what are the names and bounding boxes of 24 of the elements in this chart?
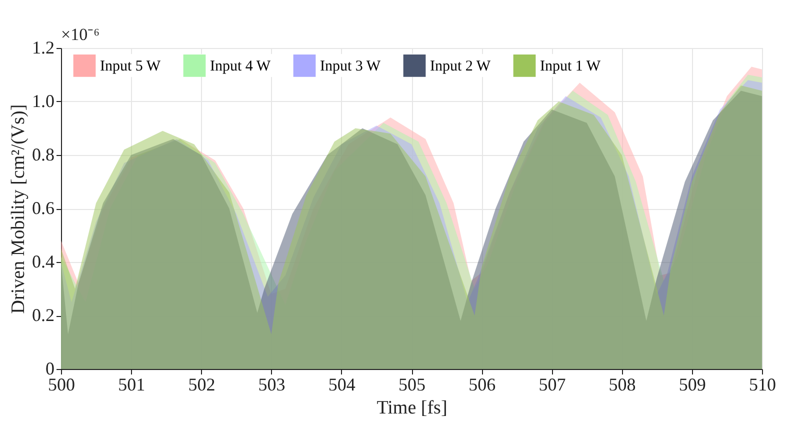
legend-label: Input 5 W (100, 58, 162, 75)
x-tick-label: 501 (118, 374, 146, 394)
x-tick-label: 508 (608, 374, 636, 394)
legend-label: Input 1 W (540, 58, 602, 75)
y-tick-label: 1.2 (32, 38, 54, 58)
legend-label: Input 2 W (430, 58, 492, 75)
legend-label: Input 4 W (210, 58, 272, 75)
y-axis-title: Driven Mobility [cm²/(Vs)] (8, 104, 29, 314)
x-tick-label: 510 (749, 374, 776, 394)
x-tick-label: 506 (468, 374, 496, 394)
y-tick-label: 0.6 (32, 198, 54, 218)
y-tick-label: 1.0 (32, 91, 54, 111)
y-tick-label: 0.8 (32, 144, 54, 164)
x-tick-label: 504 (328, 374, 356, 394)
x-tick-label: 503 (258, 374, 286, 394)
x-tick-label: 505 (398, 374, 426, 394)
x-axis-title: Time [fs] (376, 398, 448, 418)
x-tick-label: 509 (678, 374, 706, 394)
x-tick-label: 507 (538, 374, 566, 394)
x-tick-label: 502 (188, 374, 216, 394)
legend-label: Input 3 W (320, 58, 382, 75)
y-tick-label: 0.2 (32, 305, 54, 325)
text: ×10⁻⁶ (61, 25, 100, 44)
y-tick-label: 0.4 (32, 252, 54, 272)
